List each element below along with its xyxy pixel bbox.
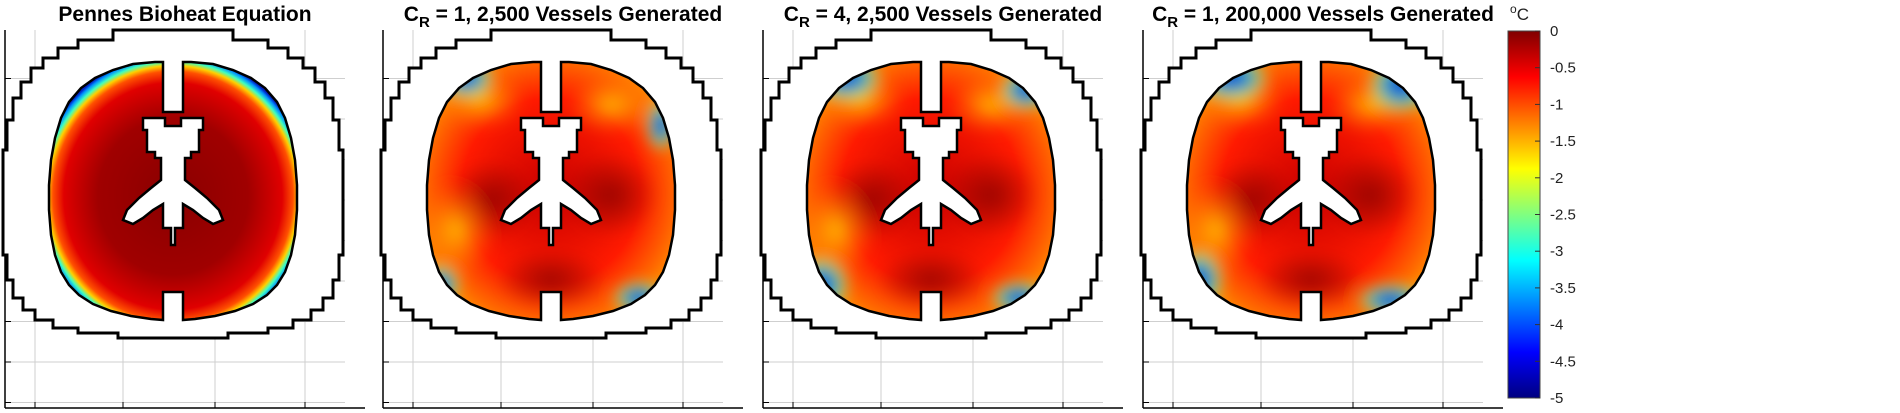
panel-title-main: Pennes Bioheat Equation xyxy=(58,3,311,26)
panel-title-rest: = 1, 200,000 Vessels Generated xyxy=(1178,3,1494,26)
ventricle-shape xyxy=(879,116,983,247)
colorbar-tick-label: -1 xyxy=(1550,96,1563,113)
panel-title-rest: = 4, 2,500 Vessels Generated xyxy=(810,3,1102,26)
panel-4: CR = 1, 200,000 Vessels Generated xyxy=(1139,3,1503,409)
panel-title-subscript: R xyxy=(799,14,810,31)
panel-title-main: C xyxy=(784,3,799,26)
colorbar-tick-label: -3.5 xyxy=(1550,280,1576,297)
colorbar-unit: oC xyxy=(1510,2,1529,24)
panel-title-rest: = 1, 2,500 Vessels Generated xyxy=(430,3,722,26)
colorbar-tick-label: -5 xyxy=(1550,390,1563,407)
colorbar-tick-label: -1.5 xyxy=(1550,133,1576,150)
panel-title: CR = 1, 200,000 Vessels Generated xyxy=(1152,3,1494,31)
panel-title: CR = 4, 2,500 Vessels Generated xyxy=(784,3,1102,31)
colorbar-tick-label: -4 xyxy=(1550,317,1563,334)
panel-2: CR = 1, 2,500 Vessels Generated xyxy=(379,3,743,409)
ventricle-shape xyxy=(121,116,225,247)
colorbar-tick-label: 0 xyxy=(1550,23,1558,40)
panel-title-subscript: R xyxy=(1167,14,1178,31)
ventricle-shape xyxy=(499,116,603,247)
panel-title-subscript: R xyxy=(419,14,430,31)
brain-outline xyxy=(805,60,1057,322)
brain-outline xyxy=(1185,60,1437,322)
colorbar-tick-label: -2.5 xyxy=(1550,207,1576,224)
brain-outline xyxy=(425,60,677,322)
panel-title-main: C xyxy=(404,3,419,26)
colorbar-tick-label: -2 xyxy=(1550,170,1563,187)
colorbar-tick-label: -3 xyxy=(1550,243,1563,260)
colorbar xyxy=(1507,30,1541,399)
ventricle-shape xyxy=(1259,116,1363,247)
panel-title: CR = 1, 2,500 Vessels Generated xyxy=(404,3,722,31)
panel-3: CR = 4, 2,500 Vessels Generated xyxy=(759,3,1123,409)
colorbar-tick-label: -0.5 xyxy=(1550,60,1576,77)
colorbar-tick-label: -4.5 xyxy=(1550,353,1576,370)
panel-title-main: C xyxy=(1152,3,1167,26)
panel-1: Pennes Bioheat Equation xyxy=(1,3,365,409)
panel-title: Pennes Bioheat Equation xyxy=(58,3,311,26)
brain-outline xyxy=(47,60,299,322)
